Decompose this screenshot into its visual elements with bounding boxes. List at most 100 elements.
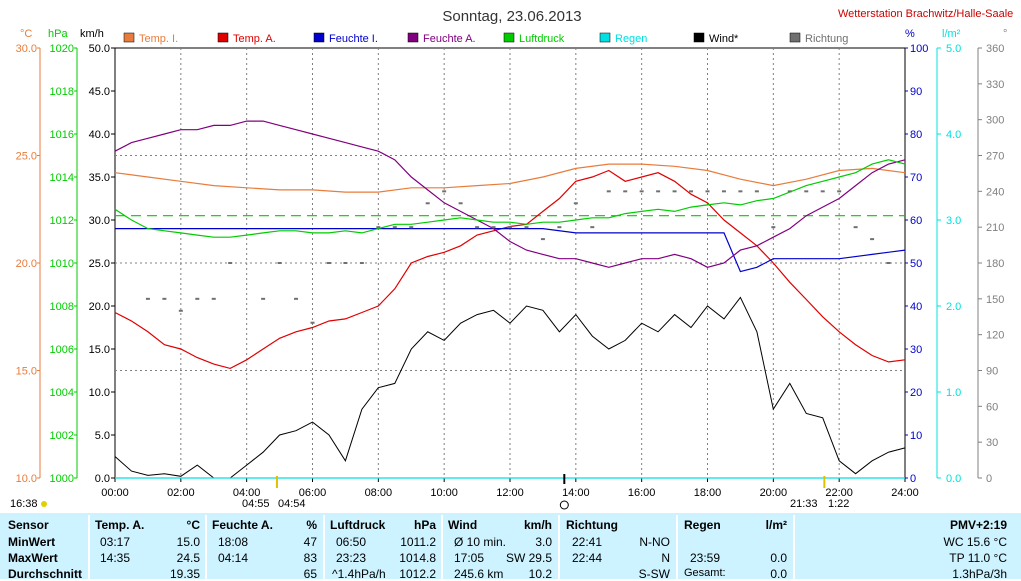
temp-tick-label: 20.0	[16, 258, 37, 270]
direction-point	[195, 297, 200, 300]
x-tick-label: 18:00	[694, 487, 722, 499]
legend-label: Richtung	[805, 33, 848, 45]
legend-label: Luftdruck	[519, 33, 565, 45]
pressure-tick-label: 1014	[50, 172, 74, 184]
direction-point	[787, 190, 792, 193]
cell-dir-time: 22:41	[572, 535, 603, 549]
header-wind-unit: km/h	[523, 518, 552, 532]
left-time-label: 16:38	[10, 498, 38, 510]
legend-label: Wind*	[709, 33, 739, 45]
direction-point	[590, 226, 595, 229]
wind-line	[114, 296, 906, 479]
sunset-label-2: 1:22	[828, 498, 849, 510]
direction-point	[771, 226, 776, 229]
direction-tick-label: 270	[986, 151, 1004, 163]
legend-label: Feuchte I.	[329, 33, 378, 45]
rain-tick-label: 4.0	[946, 129, 961, 141]
cell-pmv: 1.3hPa/3h	[952, 567, 1007, 581]
x-tick-label: 08:00	[365, 487, 393, 499]
temp-i-line	[114, 163, 906, 193]
direction-point	[442, 190, 447, 193]
direction-point	[623, 190, 628, 193]
cell-wind-mid: SW 29.5	[505, 551, 552, 565]
cell-dir-val: N-NO	[639, 535, 670, 549]
cell-feuchte-time: 04:14	[218, 551, 249, 565]
legend-swatch	[789, 32, 801, 43]
header-temp-a: Temp. A.	[95, 518, 145, 532]
row-label: Durchschnitt	[8, 567, 83, 581]
direction-point	[178, 309, 183, 312]
x-tick-label: 14:00	[562, 487, 590, 499]
feuchte-a-line	[114, 120, 906, 268]
x-tick-label: 20:00	[760, 487, 788, 499]
cell-feuchte-val: 65	[303, 567, 317, 581]
luftdruck-line	[114, 159, 906, 238]
direction-tick-label: 90	[986, 366, 998, 378]
sunrise-label: 04:55	[242, 498, 270, 510]
x-tick-label: 04:00	[233, 487, 261, 499]
direction-point	[261, 297, 266, 300]
direction-tick-label: 120	[986, 330, 1004, 342]
direction-point	[491, 226, 496, 229]
direction-point	[672, 190, 677, 193]
direction-point	[524, 226, 529, 229]
cell-temp-time: 03:17	[100, 535, 131, 549]
direction-point	[211, 297, 216, 300]
direction-point	[837, 190, 842, 193]
cell-temp-val: 19.35	[169, 567, 200, 581]
sun-icon	[41, 501, 47, 507]
direction-point	[425, 202, 430, 205]
x-tick-label: 24:00	[891, 487, 919, 499]
x-tick-label: 22:00	[825, 487, 853, 499]
plot-area: °C hPa km/h% l/m² °10.015.020.025.030.010001…	[10, 28, 1007, 510]
pressure-tick-label: 1004	[50, 387, 74, 399]
direction-point	[705, 190, 710, 193]
direction-point	[162, 297, 167, 300]
direction-point	[754, 190, 759, 193]
direction-point	[228, 262, 233, 264]
direction-point	[343, 262, 348, 264]
pressure-tick-label: 1012	[50, 215, 74, 227]
cell-wind-time: 17:05	[454, 551, 485, 565]
legend-swatch	[313, 32, 325, 43]
cell-feuchte-val: 47	[303, 535, 317, 549]
direction-point	[458, 202, 463, 205]
direction-point	[326, 262, 331, 264]
pressure-tick-label: 1010	[50, 258, 74, 270]
header-feuchte: Feuchte A.	[212, 518, 273, 532]
cell-regen-val: 0.0	[770, 551, 787, 565]
cell-regen-time: Gesamt:	[684, 567, 726, 579]
station-name: Wetterstation Brachwitz/Halle-Saale	[838, 8, 1013, 20]
direction-point	[277, 262, 282, 264]
direction-point	[886, 262, 891, 264]
cell-temp-val: 24.5	[176, 551, 200, 565]
direction-tick-label: 210	[986, 222, 1004, 234]
wind-tick-label: 35.0	[89, 172, 110, 184]
pressure-tick-label: 1016	[50, 129, 74, 141]
direction-point	[853, 226, 858, 229]
rain-tick-label: 0.0	[946, 473, 961, 485]
cell-druck-val: 1011.2	[400, 535, 436, 549]
legend-swatch	[693, 32, 705, 43]
header-temp-unit: °C	[186, 518, 200, 532]
temp-tick-label: 10.0	[16, 473, 37, 485]
direction-tick-label: 30	[986, 437, 998, 449]
cell-druck-time: 06:50	[336, 535, 367, 549]
pressure-tick-label: 1008	[50, 301, 74, 313]
rain-tick-label: 1.0	[946, 387, 961, 399]
temp-tick-label: 30.0	[16, 43, 37, 55]
legend-label: Temp. A.	[233, 33, 276, 45]
rain-tick-label: 5.0	[946, 43, 961, 55]
x-tick-label: 06:00	[299, 487, 327, 499]
cell-dir-val: N	[661, 551, 670, 565]
direction-tick-label: 300	[986, 115, 1004, 127]
x-tick-label: 02:00	[167, 487, 195, 499]
cell-druck-time: 23:23	[336, 551, 367, 565]
temp-tick-label: 25.0	[16, 151, 37, 163]
direction-point	[557, 226, 562, 229]
header-feuchte-unit: %	[306, 518, 317, 532]
direction-point	[804, 190, 809, 193]
legend-label: Regen	[615, 33, 647, 45]
cell-feuchte-time: 18:08	[218, 535, 249, 549]
wind-tick-label: 15.0	[89, 344, 110, 356]
